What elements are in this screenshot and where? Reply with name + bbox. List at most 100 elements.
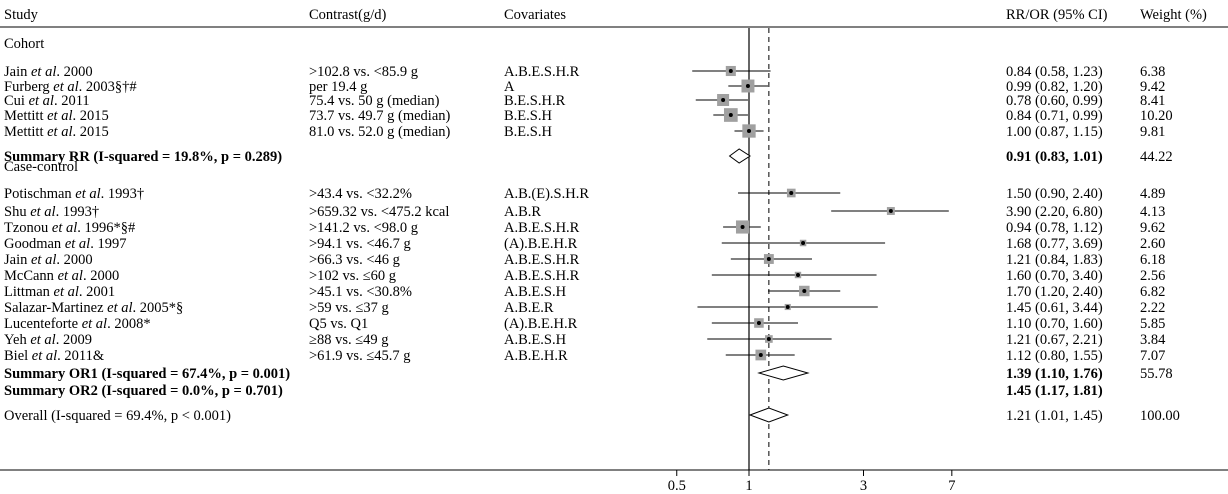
study-et-al: et al <box>54 284 79 300</box>
covariates-cell: A.B.E.H.R <box>504 348 568 364</box>
study-et-al: et al <box>53 79 78 95</box>
study-label: Jain et al. 2000 <box>4 252 93 268</box>
contrast-cell: >66.3 vs. <46 g <box>309 252 400 268</box>
study-et-al: et al <box>75 186 100 202</box>
study-author: Jain <box>4 64 31 80</box>
study-et-al: et al <box>58 268 83 284</box>
weight-cell: 2.60 <box>1140 236 1165 252</box>
estimate-cell: 1.00 (0.87, 1.15) <box>1006 124 1103 140</box>
group-row: Cohort <box>4 36 44 52</box>
estimate-cell: 0.94 (0.78, 1.12) <box>1006 220 1103 236</box>
covariates-cell: B.E.S.H.R <box>504 93 566 109</box>
study-row: Salazar-Martinez et al. 2005*§ >59 vs. ≤3… <box>4 300 1165 316</box>
estimate-cell: 0.78 (0.60, 0.99) <box>1006 93 1103 109</box>
study-row: Biel et al. 2011& >61.9 vs. ≤45.7 g A.B.E.… <box>4 348 1165 364</box>
study-year: . 2011 <box>54 93 90 109</box>
point-estimate <box>728 69 733 73</box>
header-study: Study <box>4 7 39 23</box>
contrast-cell: >102.8 vs. <85.9 g <box>309 64 418 80</box>
study-year: . 1996*§# <box>77 220 135 236</box>
summary-label: Summary OR1 (I-squared = 67.4%, p = 0.00… <box>4 366 290 382</box>
weight-cell: 6.18 <box>1140 252 1165 268</box>
point-estimate <box>756 321 761 325</box>
study-label: Salazar-Martinez et al. 2005*§ <box>4 300 183 316</box>
contrast-cell: >59 vs. ≤37 g <box>309 300 389 316</box>
point-estimate <box>728 113 733 117</box>
contrast-cell: >659.32 vs. <475.2 kcal <box>309 204 449 220</box>
contrast-cell: >102 vs. ≤60 g <box>309 268 396 284</box>
covariates-cell: (A).B.E.H.R <box>504 316 578 332</box>
weight-cell: 4.13 <box>1140 204 1165 220</box>
weight-cell: 10.20 <box>1140 108 1173 124</box>
point-estimate <box>801 241 806 245</box>
study-row: Tzonou et al. 1996*§# >141.2 vs. <98.0 g A… <box>4 220 1165 236</box>
study-label: Shu et al. 1993† <box>4 204 99 220</box>
weight-cell: 100.00 <box>1140 408 1180 424</box>
study-et-al: et al <box>52 220 77 236</box>
covariates-cell: A.B.R <box>504 204 541 220</box>
study-year: . 2005*§ <box>133 300 184 316</box>
study-row: Shu et al. 1993† >659.32 vs. <475.2 kcal A… <box>4 204 1165 220</box>
study-year: . 2009 <box>56 332 92 348</box>
weight-cell: 2.56 <box>1140 268 1165 284</box>
study-row: McCann et al. 2000 >102 vs. ≤60 g A.B.E.S.… <box>4 268 1165 284</box>
study-row: Potischman et al. 1993† >43.4 vs. <32.2% A… <box>4 186 1165 202</box>
study-row: Yeh et al. 2009 ≥88 vs. ≤49 g A.B.E.S.H 1.2… <box>4 332 1166 348</box>
study-year: . 2000 <box>83 268 119 284</box>
header-weight: Weight (%) <box>1140 7 1207 23</box>
study-year: . 2000 <box>56 64 92 80</box>
study-label: Lucenteforte et al. 2008* <box>4 316 151 332</box>
study-year: . 1993† <box>101 186 145 202</box>
weight-cell: 55.78 <box>1140 366 1173 382</box>
weight-cell: 9.42 <box>1140 79 1165 95</box>
study-author: Cui <box>4 93 29 109</box>
contrast-cell: >45.1 vs. <30.8% <box>309 284 412 300</box>
study-label: McCann et al. 2000 <box>4 268 119 284</box>
contrast-cell: ≥88 vs. ≤49 g <box>309 332 389 348</box>
estimate-cell: 0.91 (0.83, 1.01) <box>1006 149 1103 165</box>
summary-diamond <box>757 365 810 381</box>
x-axis-ticks: 0.5 1 3 7 <box>668 470 955 494</box>
reference-lines <box>748 28 770 470</box>
group-label: Case-control <box>4 159 78 175</box>
study-et-al: et al <box>32 348 57 364</box>
study-et-al: et al <box>29 93 54 109</box>
weight-cell: 5.85 <box>1140 316 1165 332</box>
estimate-cell: 1.68 (0.77, 3.69) <box>1006 236 1103 252</box>
covariates-cell: A.B.E.S.H <box>504 284 567 300</box>
estimate-cell: 1.70 (1.20, 2.40) <box>1006 284 1103 300</box>
summary-row: Summary OR1 (I-squared = 67.4%, p = 0.00… <box>4 365 1173 382</box>
study-author: McCann <box>4 268 58 284</box>
study-et-al: et al <box>82 316 107 332</box>
contrast-cell: >141.2 vs. <98.0 g <box>309 220 418 236</box>
estimate-cell: 1.21 (0.67, 2.21) <box>1006 332 1103 348</box>
study-year: . 1997 <box>90 236 126 252</box>
header-estimate: RR/OR (95% CI) <box>1006 7 1108 23</box>
estimate-cell: 1.39 (1.10, 1.76) <box>1006 366 1103 382</box>
study-et-al: et al <box>31 252 56 268</box>
study-author: Furberg <box>4 79 53 95</box>
estimate-cell: 1.60 (0.70, 3.40) <box>1006 268 1103 284</box>
point-estimate <box>745 84 750 88</box>
contrast-cell: per 19.4 g <box>309 79 367 95</box>
estimate-cell: 1.12 (0.80, 1.55) <box>1006 348 1103 364</box>
covariates-cell: A.B.E.S.H.R <box>504 220 580 236</box>
point-estimate <box>785 305 790 309</box>
x-tick-label: 7 <box>948 478 955 494</box>
covariates-cell: A.B.E.R <box>504 300 554 316</box>
estimate-cell: 0.99 (0.82, 1.20) <box>1006 79 1103 95</box>
point-estimate <box>721 98 726 102</box>
study-author: Yeh <box>4 332 30 348</box>
group-row: Case-control <box>4 159 78 175</box>
header-contrast: Contrast(g/d) <box>309 7 386 23</box>
estimate-cell: 0.84 (0.71, 0.99) <box>1006 108 1103 124</box>
summary-row: Summary OR2 (I-squared = 0.0%, p = 0.701… <box>4 383 1103 399</box>
study-author: Salazar-Martinez <box>4 300 107 316</box>
study-row: Mettitt et al. 2015 81.0 vs. 52.0 g (medi… <box>4 124 1165 140</box>
header-covariates: Covariates <box>504 7 566 23</box>
contrast-cell: >61.9 vs. ≤45.7 g <box>309 348 411 364</box>
covariates-cell: B.E.S.H <box>504 124 552 140</box>
weight-cell: 8.41 <box>1140 93 1165 109</box>
summary-label: Summary RR (I-squared = 19.8%, p = 0.289… <box>4 149 282 165</box>
contrast-cell: Q5 vs. Q1 <box>309 316 368 332</box>
